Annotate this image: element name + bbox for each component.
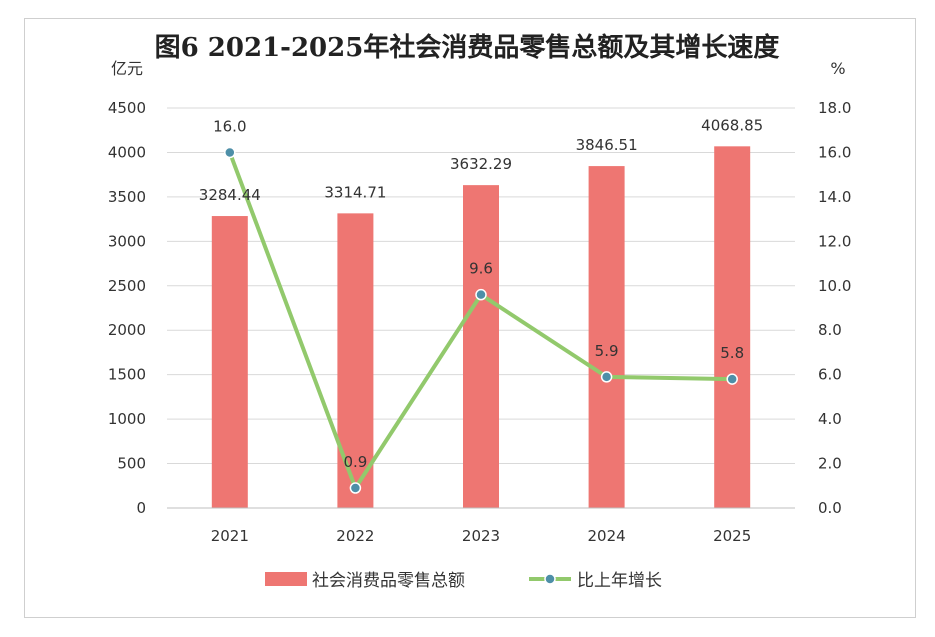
- data-labels-group: 3284.44 3314.71 3632.29 3846.51 4068.85 16.0 0…: [199, 116, 763, 471]
- line-point: [349, 482, 362, 494]
- right-axis-unit: %: [830, 59, 845, 78]
- x-tick-label: 2025: [713, 527, 751, 545]
- legend-bar-swatch: [265, 572, 307, 586]
- y-right-tick-label: 6.0: [818, 366, 842, 384]
- line-data-label: 0.9: [343, 453, 367, 471]
- chart-title: 图6 2021-2025年社会消费品零售总额及其增长速度: [155, 32, 780, 63]
- bar-data-label: 3314.71: [324, 183, 386, 201]
- bar: [211, 216, 248, 508]
- legend-bar-label: 社会消费品零售总额: [312, 571, 465, 591]
- x-tick-label: 2024: [588, 527, 626, 545]
- x-tick-label: 2023: [462, 527, 500, 545]
- y-right-tick-label: 8.0: [818, 321, 842, 339]
- left-axis-unit: 亿元: [111, 59, 143, 78]
- bar-data-label: 3632.29: [450, 155, 512, 173]
- y-left-tick-label: 3000: [108, 232, 146, 250]
- axes-group: 0 0.0 500 2.0 1000 4.0 1500 6.0 2000 8.0 2500 10.0 3…: [108, 99, 852, 545]
- bar-data-label: 3846.51: [576, 136, 638, 154]
- y-right-tick-label: 14.0: [818, 188, 851, 206]
- y-right-tick-label: 4.0: [818, 410, 842, 428]
- x-tick-label: 2022: [336, 527, 374, 545]
- y-left-tick-label: 4000: [108, 143, 146, 161]
- y-left-tick-label: 4500: [108, 99, 146, 117]
- x-tick-label: 2021: [211, 527, 249, 545]
- legend-line-marker: [544, 573, 556, 585]
- y-right-tick-label: 10.0: [818, 277, 851, 295]
- line-data-label: 5.9: [595, 342, 619, 360]
- y-left-tick-label: 0: [136, 499, 146, 517]
- bar-data-label: 4068.85: [701, 116, 763, 134]
- bar: [463, 185, 499, 509]
- y-left-tick-label: 3500: [108, 188, 146, 206]
- bar: [714, 146, 751, 508]
- line-point: [600, 371, 613, 383]
- bars-group: [211, 146, 751, 509]
- y-left-tick-label: 500: [117, 455, 146, 473]
- y-right-tick-label: 12.0: [818, 232, 851, 250]
- line-point: [475, 288, 487, 301]
- line-data-label: 16.0: [213, 117, 246, 135]
- y-left-tick-label: 2000: [108, 321, 146, 339]
- y-left-tick-label: 1500: [108, 366, 146, 384]
- y-right-tick-label: 16.0: [818, 143, 851, 161]
- legend: 社会消费品零售总额 比上年增长: [265, 571, 662, 591]
- line-group: [224, 146, 738, 494]
- y-left-tick-label: 1000: [108, 410, 146, 428]
- y-right-tick-label: 18.0: [818, 99, 851, 117]
- y-left-tick-label: 2500: [108, 277, 146, 295]
- bar-data-label: 3284.44: [199, 186, 261, 204]
- y-right-tick-label: 2.0: [818, 455, 842, 473]
- line-data-label: 5.8: [720, 344, 744, 362]
- line-point: [726, 373, 738, 385]
- legend-line-label: 比上年增长: [577, 571, 662, 591]
- line-point: [224, 146, 236, 159]
- line-data-label: 9.6: [469, 260, 493, 278]
- bar: [588, 166, 625, 508]
- y-right-tick-label: 0.0: [818, 499, 842, 517]
